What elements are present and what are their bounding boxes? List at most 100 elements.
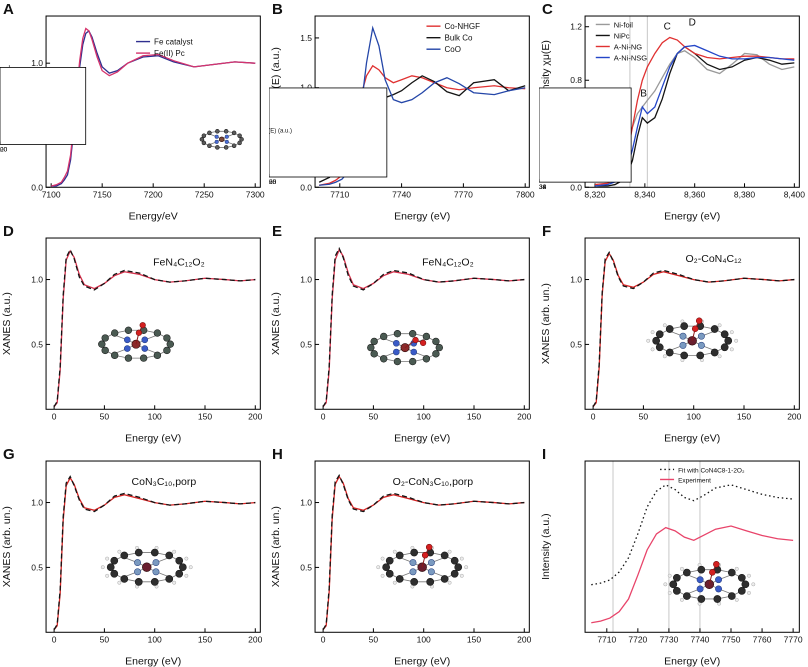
series-group <box>592 251 795 408</box>
carbon-atom <box>655 330 664 339</box>
panel-h: H 0 50 100 150 200 0.5 1.0 Energy (eV) XANES (arb… <box>269 444 539 667</box>
carbon-atom <box>237 140 242 146</box>
carbon-atom <box>432 338 440 346</box>
hydrogen-atom <box>184 573 189 578</box>
x-axis-label: Energy (eV) <box>664 210 720 222</box>
series-group <box>322 473 525 630</box>
panel-i: I 7710 7720 7730 7740 7750 7760 7770 Energy (eV)… <box>538 444 808 667</box>
plot-frame <box>45 460 261 633</box>
y-axis-label: XANES (arb. un.) <box>270 506 282 587</box>
carbon-atom <box>679 351 688 360</box>
carbon-atom <box>120 551 129 559</box>
x-tick-label: 7760 <box>752 634 771 644</box>
series-experiment <box>322 248 525 408</box>
x-tick-label: 7250 <box>195 189 214 199</box>
x-tick-label: 150 <box>467 412 481 422</box>
carbon-atom <box>165 551 174 559</box>
y-tick-label: 0.5 <box>31 562 43 572</box>
nitrogen-atom <box>152 568 160 575</box>
carbon-atom <box>150 577 159 586</box>
legend-label: Fe(II) Pc <box>154 49 185 58</box>
annotation-label: O₂-CoN₃C₁₀,porp <box>393 476 474 488</box>
carbon-atom <box>435 344 444 352</box>
x-tick-label: 7710 <box>331 189 350 199</box>
panel-a: A710071507200725073000.00.51.0Energy/eVX… <box>0 0 270 223</box>
y-tick-label: 1.0 <box>301 275 313 285</box>
carbon-atom <box>111 352 119 360</box>
molecule-structure-inset <box>100 545 193 589</box>
panel-i-chart: I 7710 7720 7730 7740 7750 7760 7770 Energy (eV)… <box>540 446 803 667</box>
hydrogen-atom <box>734 597 739 602</box>
series-group <box>53 474 256 630</box>
carbon-atom <box>201 133 207 138</box>
x-tick-label: 150 <box>467 634 481 644</box>
x-axis-label: Energy (eV) <box>664 655 720 667</box>
hydrogen-atom <box>105 573 110 578</box>
x-tick-label: 8,340 <box>634 189 656 199</box>
metal-atom <box>219 136 225 143</box>
carbon-atom <box>441 574 449 583</box>
nitrogen-atom <box>714 585 722 593</box>
inset-x-tick-label: 8332 <box>539 184 547 191</box>
x-tick-label: 8,380 <box>734 189 756 199</box>
carbon-atom <box>451 569 459 578</box>
plot-frame <box>314 237 531 411</box>
hydrogen-atom <box>172 549 177 554</box>
series-fit <box>53 248 256 408</box>
hydrogen-atom <box>733 339 738 344</box>
legend-label: NiPc <box>613 31 629 40</box>
y-tick-label: 1.2 <box>570 22 582 32</box>
panel-letter: D <box>3 223 14 240</box>
hydrogen-atom <box>448 580 452 585</box>
carbon-atom <box>727 591 736 600</box>
hydrogen-atom <box>667 573 672 578</box>
x-tick-label: 200 <box>518 412 532 422</box>
inset-x-tick-label: 7700 <box>269 179 277 186</box>
panel-letter: G <box>3 446 15 463</box>
carbon-atom <box>215 145 220 150</box>
nitrogen-atom <box>214 139 219 144</box>
oxygen-atom <box>695 317 703 325</box>
hydrogen-atom <box>734 566 739 571</box>
legend-label: Ni-foil <box>613 20 632 29</box>
inset-x-tick-label: 8336 <box>539 184 547 191</box>
molecule-structure-inset <box>98 322 174 363</box>
carbon-atom <box>410 577 419 586</box>
hydrogen-atom <box>729 330 734 335</box>
hydrogen-atom <box>717 323 722 328</box>
hydrogen-atom <box>188 564 193 569</box>
hydrogen-atom <box>393 549 397 554</box>
x-tick-label: 150 <box>198 634 212 644</box>
series-fe-catalyst <box>51 29 256 187</box>
nitrogen-atom <box>428 558 436 566</box>
hydrogen-atom <box>717 354 722 359</box>
nitrogen-atom <box>224 139 229 144</box>
hydrogen-atom <box>663 582 667 586</box>
nitrogen-atom <box>697 333 705 340</box>
panel-letter: B <box>272 1 283 18</box>
carbon-atom <box>111 329 119 338</box>
nitrogen-atom <box>134 568 142 575</box>
hydrogen-atom <box>662 354 667 359</box>
carbon-atom <box>710 325 719 334</box>
carbon-atom <box>669 580 677 588</box>
carbon-atom <box>134 577 143 586</box>
x-tick-label: 7750 <box>721 634 740 644</box>
y-tick-label: 1.0 <box>31 497 43 507</box>
x-tick-label: 200 <box>248 412 262 422</box>
x-axis-label: Energy (eV) <box>395 433 451 445</box>
carbon-atom <box>713 594 721 603</box>
carbon-atom <box>710 348 719 357</box>
hydrogen-atom <box>376 564 381 569</box>
panel-letter: H <box>272 446 283 463</box>
y-tick-label: 1.0 <box>31 275 43 285</box>
nitrogen-atom <box>141 345 149 353</box>
annotation-label: B <box>640 88 647 99</box>
panel-f-chart: F 0 50 100 150 200 0.5 1.0 Energy (eV) XANES (arb… <box>540 223 802 444</box>
carbon-atom <box>367 344 375 352</box>
y-tick-label: 0.5 <box>301 340 313 350</box>
x-tick-label: 100 <box>417 634 431 644</box>
x-tick-label: 7800 <box>516 189 535 199</box>
carbon-atom <box>682 591 691 600</box>
